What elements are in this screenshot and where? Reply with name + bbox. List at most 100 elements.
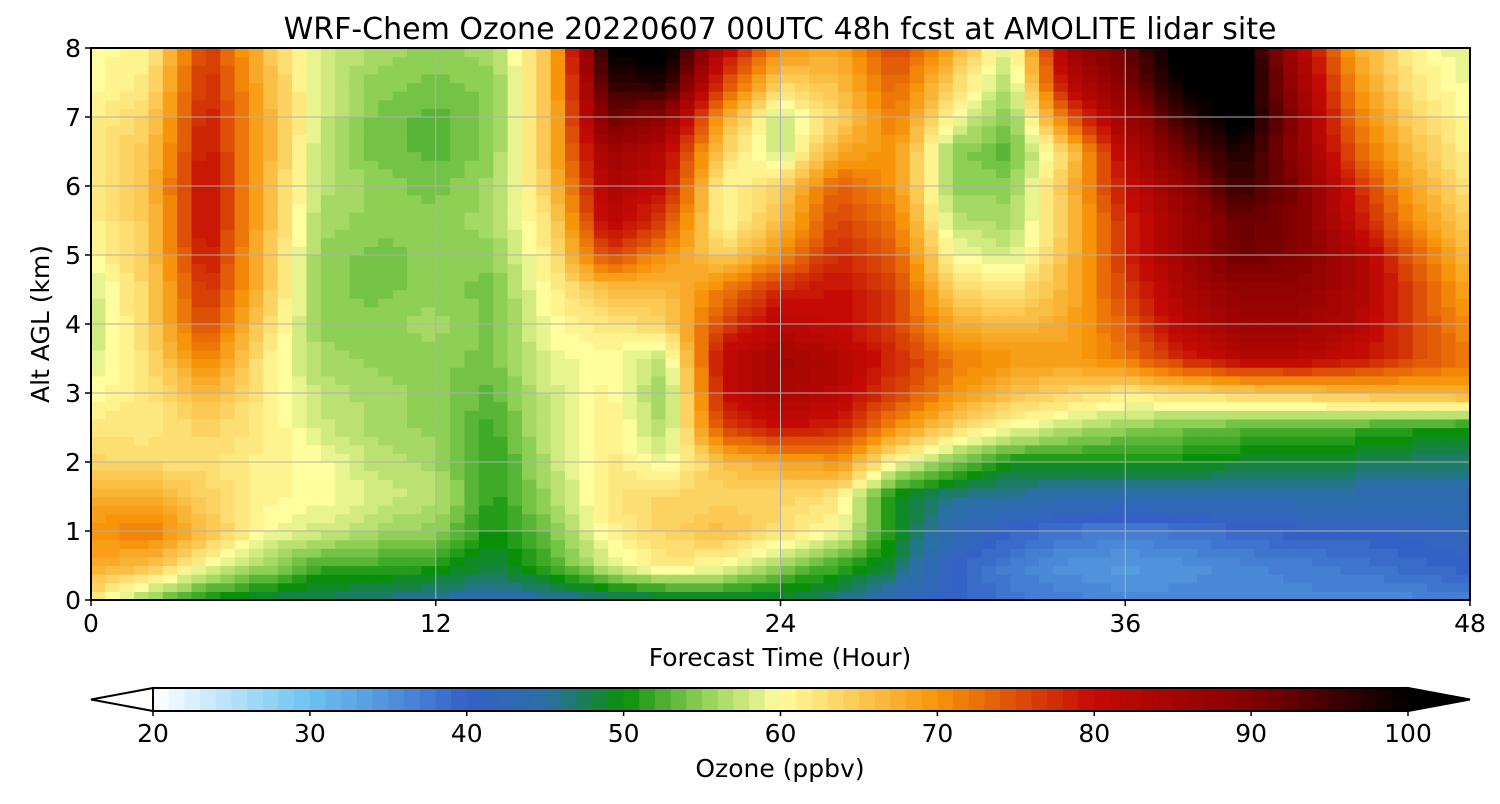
- heatmap-cell: [91, 487, 106, 498]
- heatmap-cell: [565, 556, 580, 567]
- heatmap-cell: [1125, 591, 1141, 601]
- heatmap-cell: [1297, 349, 1313, 360]
- heatmap-cell: [924, 496, 940, 506]
- heatmap-cell: [823, 151, 839, 161]
- heatmap-cell: [1182, 194, 1198, 204]
- heatmap-cell: [536, 401, 552, 411]
- heatmap-cell: [507, 211, 523, 222]
- heatmap-cell: [866, 272, 882, 282]
- heatmap-cell: [277, 531, 293, 541]
- heatmap-cell: [1441, 341, 1457, 351]
- heatmap-cell: [119, 263, 135, 273]
- heatmap-cell: [981, 298, 997, 308]
- heatmap-cell: [924, 470, 940, 480]
- heatmap-cell: [1326, 177, 1342, 187]
- heatmap-cell: [694, 436, 710, 446]
- heatmap-cell: [177, 410, 193, 420]
- heatmap-cell: [249, 548, 264, 558]
- heatmap-cell: [852, 220, 868, 230]
- heatmap-cell: [809, 280, 825, 291]
- heatmap-cell: [335, 505, 351, 515]
- heatmap-cell: [866, 436, 882, 446]
- heatmap-cell: [751, 393, 767, 403]
- heatmap-cell: [450, 194, 466, 204]
- heatmap-cell: [1053, 531, 1069, 541]
- heatmap-cell: [521, 255, 537, 265]
- heatmap-cell: [1455, 246, 1471, 256]
- heatmap-cell: [1010, 410, 1026, 420]
- heatmap-cell: [378, 505, 394, 515]
- heatmap-cell: [191, 487, 207, 498]
- heatmap-cell: [837, 548, 853, 558]
- heatmap-cell: [191, 444, 207, 454]
- heatmap-cell: [277, 565, 293, 575]
- heatmap-cell: [1039, 306, 1055, 316]
- heatmap-cell: [895, 177, 911, 187]
- heatmap-cell: [995, 341, 1011, 351]
- heatmap-cell: [579, 401, 595, 411]
- heatmap-cell: [751, 401, 767, 411]
- heatmap-cell: [737, 479, 753, 489]
- heatmap-cell: [579, 574, 595, 584]
- heatmap-cell: [1412, 522, 1428, 532]
- heatmap-cell: [565, 332, 580, 342]
- heatmap-cell: [823, 462, 839, 472]
- heatmap-cell: [205, 151, 221, 161]
- heatmap-cell: [134, 591, 150, 601]
- heatmap-cell: [995, 531, 1011, 541]
- heatmap-cell: [234, 574, 250, 584]
- heatmap-cell: [162, 306, 178, 316]
- heatmap-cell: [421, 505, 437, 515]
- heatmap-cell: [622, 427, 638, 437]
- heatmap-cell: [1010, 246, 1026, 256]
- heatmap-cell: [1211, 479, 1227, 489]
- heatmap-cell: [220, 298, 236, 308]
- heatmap-cell: [837, 487, 853, 498]
- heatmap-cell: [981, 375, 997, 385]
- heatmap-cell: [723, 531, 738, 541]
- heatmap-cell: [852, 522, 868, 532]
- heatmap-cell: [895, 298, 911, 308]
- heatmap-cell: [205, 462, 221, 472]
- heatmap-cell: [1010, 272, 1026, 282]
- heatmap-cell: [191, 496, 207, 506]
- heatmap-cell: [292, 237, 308, 247]
- heatmap-cell: [1067, 453, 1083, 463]
- heatmap-cell: [751, 522, 767, 532]
- heatmap-cell: [1297, 496, 1313, 506]
- heatmap-cell: [234, 462, 250, 472]
- heatmap-cell: [1153, 211, 1169, 222]
- heatmap-cell: [1024, 384, 1040, 394]
- heatmap-cell: [392, 462, 408, 472]
- heatmap-cell: [1182, 505, 1198, 515]
- heatmap-cell: [866, 237, 882, 247]
- heatmap-cell: [1168, 548, 1184, 558]
- heatmap-cell: [938, 565, 954, 575]
- heatmap-cell: [363, 280, 379, 291]
- heatmap-cell: [1024, 237, 1040, 247]
- heatmap-cell: [363, 591, 379, 601]
- heatmap-cell: [751, 384, 767, 394]
- heatmap-cell: [1225, 341, 1241, 351]
- heatmap-cell: [493, 194, 509, 204]
- heatmap-cell: [234, 237, 250, 247]
- heatmap-cell: [320, 306, 336, 316]
- heatmap-cell: [435, 203, 451, 213]
- heatmap-cell: [837, 220, 853, 230]
- heatmap-cell: [1197, 298, 1213, 308]
- heatmap-cell: [320, 539, 336, 549]
- heatmap-cell: [134, 168, 150, 178]
- heatmap-cell: [1297, 436, 1313, 446]
- heatmap-cell: [924, 341, 940, 351]
- heatmap-cell: [119, 513, 135, 523]
- heatmap-cell: [579, 151, 595, 161]
- heatmap-cell: [579, 177, 595, 187]
- heatmap-cell: [392, 272, 408, 282]
- heatmap-cell: [91, 401, 106, 411]
- heatmap-cell: [679, 591, 695, 601]
- heatmap-cell: [407, 436, 422, 446]
- heatmap-cell: [335, 298, 351, 308]
- heatmap-cell: [1139, 582, 1155, 592]
- heatmap-cell: [1153, 324, 1169, 334]
- heatmap-cell: [938, 349, 954, 360]
